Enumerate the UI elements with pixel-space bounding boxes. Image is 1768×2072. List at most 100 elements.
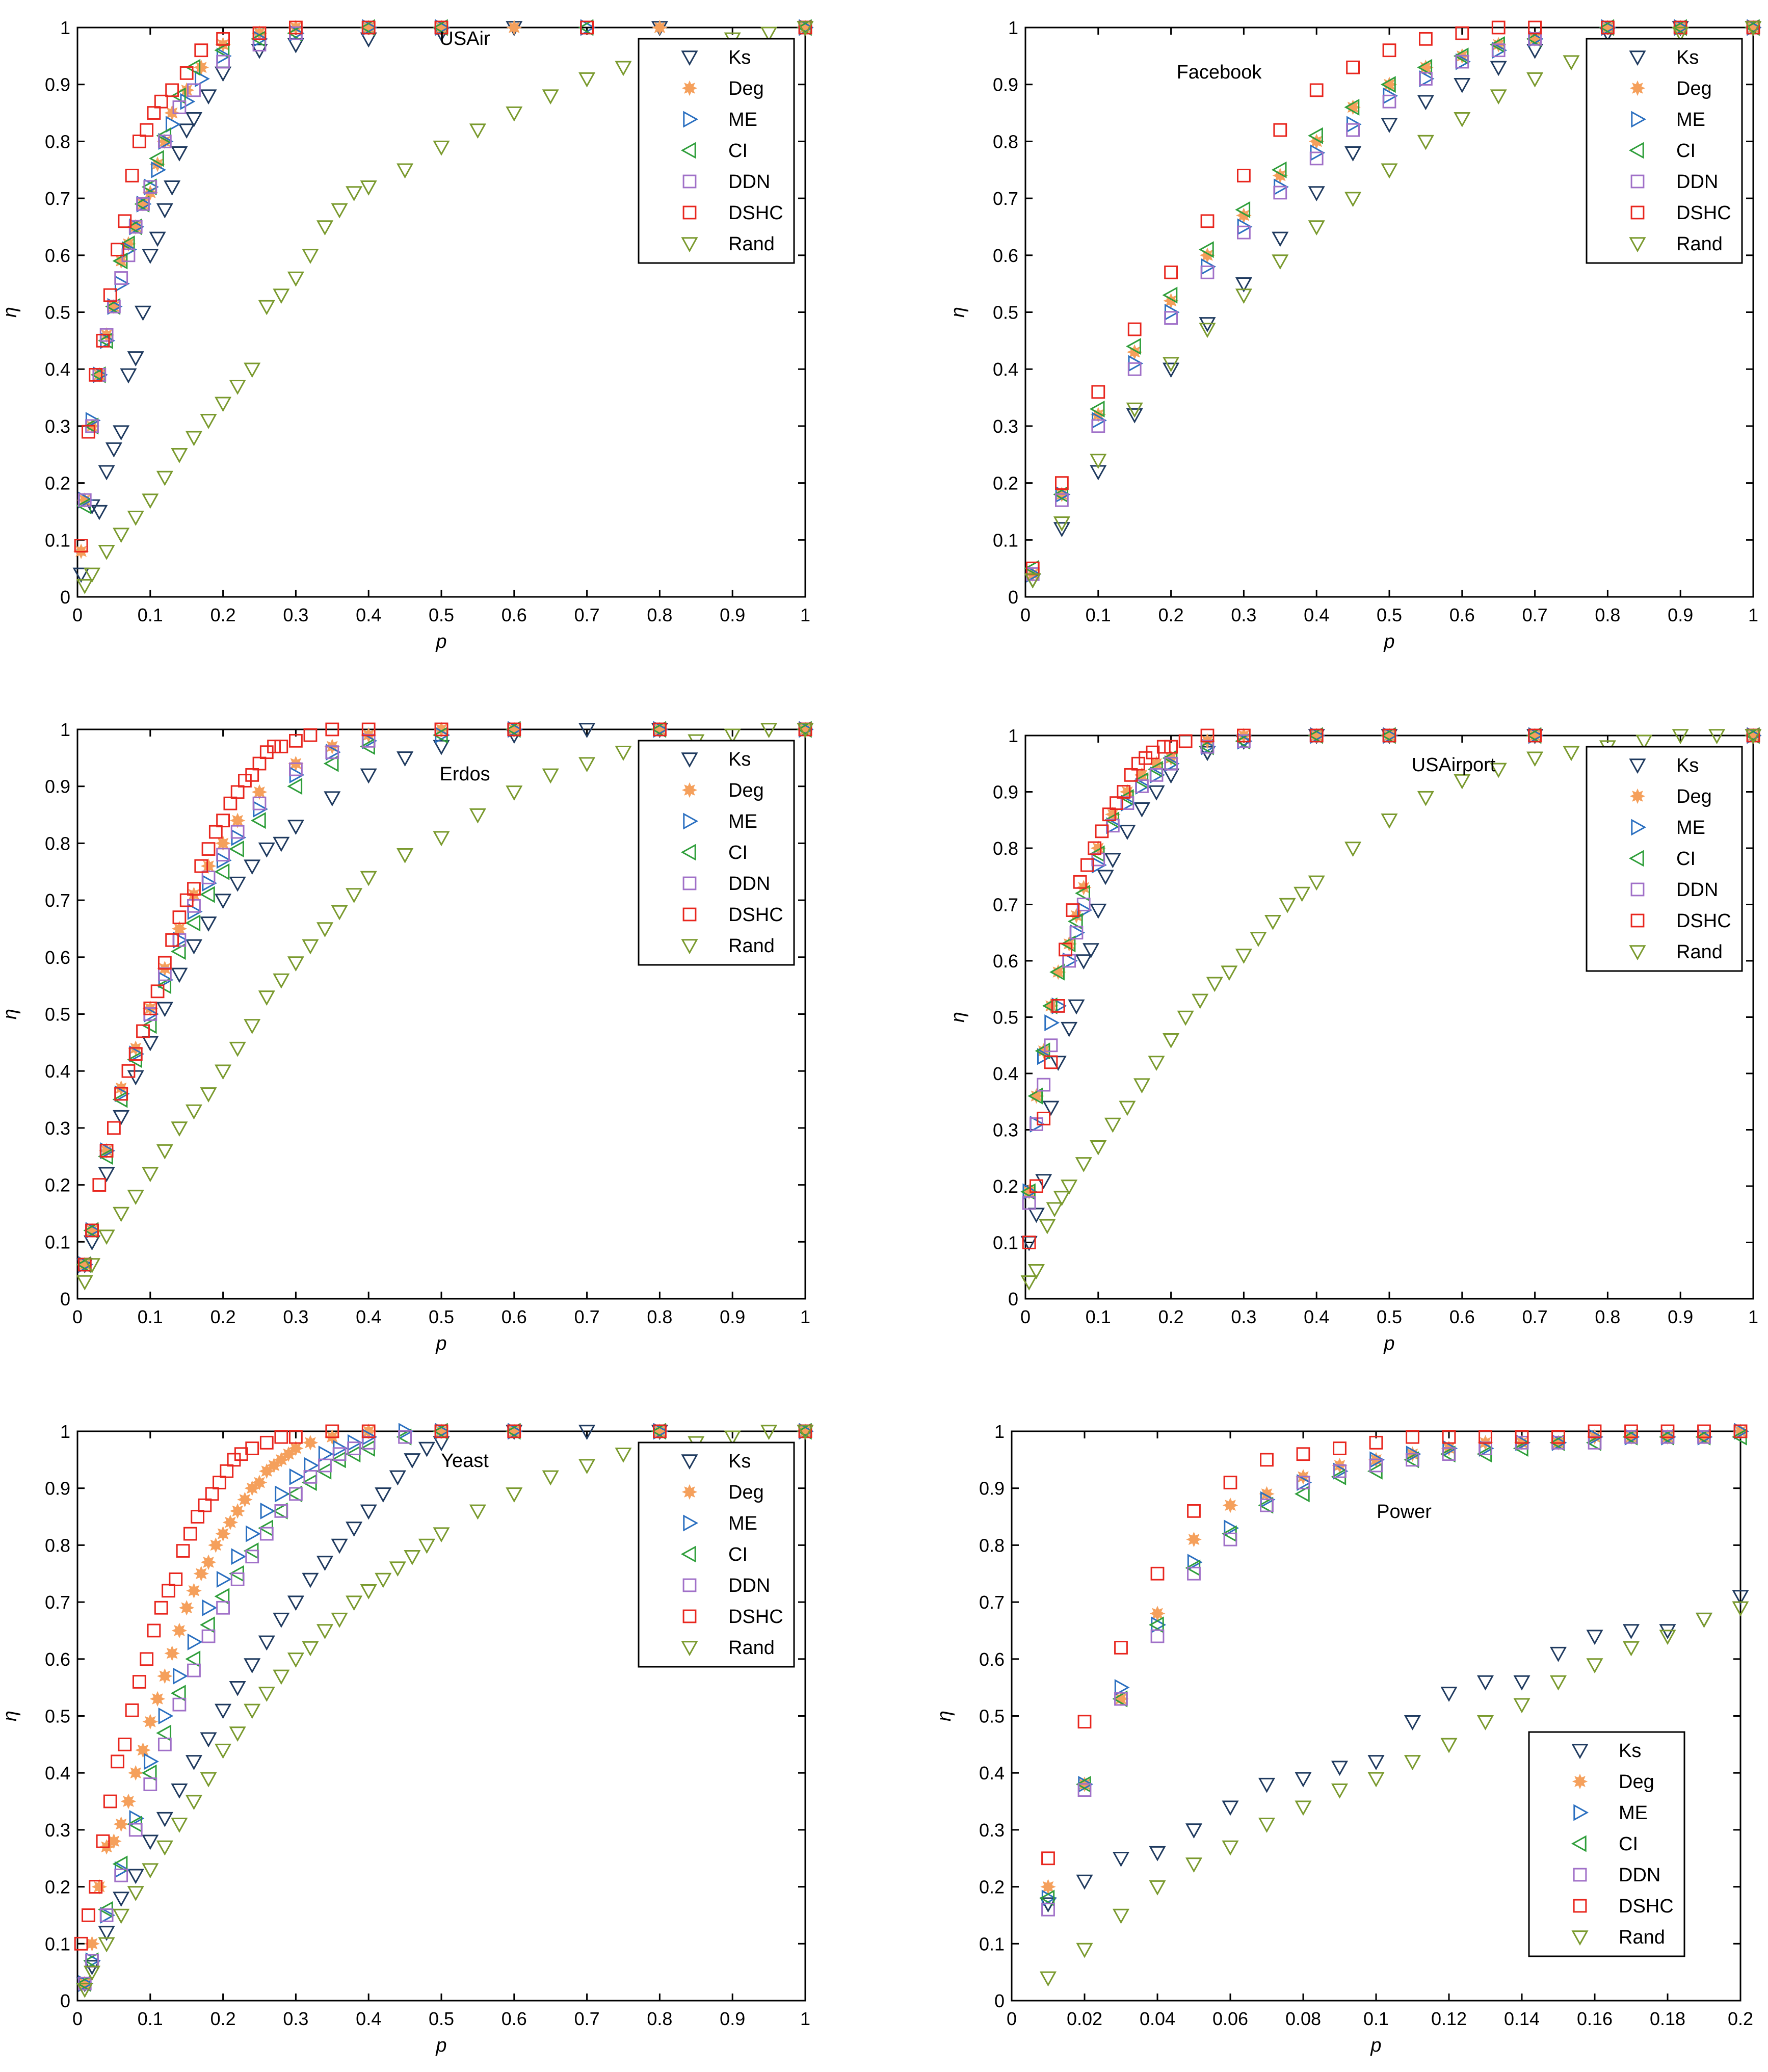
data-point-ci [1198,241,1214,258]
data-point-ddn [332,1447,347,1461]
data-point-ks [1163,362,1180,378]
legend-label-ddn: DDN [728,1575,770,1596]
legend-marker-dshc [1573,1899,1587,1913]
data-point-dshc [125,169,139,182]
chart-title: Yeast [441,1450,489,1472]
data-point-ci [1039,1890,1055,1907]
y-tick-label: 0 [994,1990,1005,2011]
data-point-dshc [165,933,179,947]
data-point-dshc [1479,1430,1492,1444]
legend-label-ks: Ks [728,47,751,68]
legend-label-rand: Rand [728,233,775,255]
x-tick-label: 0.2 [210,605,236,625]
y-tick-label: 0.3 [993,416,1018,437]
y-tick-label: 1 [60,17,70,38]
data-point-ddn [1406,1453,1419,1467]
data-point-me [318,1446,334,1463]
x-tick-label: 0.2 [1158,1306,1184,1327]
data-point-rand [1526,72,1544,88]
y-tick-label: 1 [1008,725,1018,746]
x-tick-label: 0.1 [138,2008,163,2029]
data-point-rand [273,1669,290,1685]
legend-label-deg: Deg [728,78,764,99]
data-point-rand [1440,1738,1458,1753]
data-point-ks [287,820,304,835]
data-point-ddn [1260,1498,1274,1512]
data-point-dshc [132,135,146,148]
data-point-me [202,1599,218,1616]
data-point-rand [1090,454,1107,469]
data-point-ddn [216,848,230,862]
x-tick-label: 0.1 [138,1306,163,1327]
data-point-deg [1527,727,1543,744]
data-point-dshc [1296,1447,1310,1461]
data-point-rand [542,768,559,784]
x-tick-label: 0 [72,605,83,625]
data-point-me [1187,1554,1203,1571]
data-point-rand [346,186,363,202]
data-point-ks [418,1441,435,1457]
y-tick-label: 0.7 [979,1592,1005,1613]
data-point-ks [72,567,90,583]
data-point-ci [287,778,303,795]
data-point-ks [185,939,203,955]
data-point-rand [1020,1275,1038,1291]
data-point-rand [397,163,414,179]
data-point-rand [316,922,334,938]
data-point-deg [1021,1184,1037,1200]
data-point-ddn [1455,55,1469,69]
data-point-rand [469,123,486,139]
data-point-ddn [157,1737,172,1751]
data-point-rand [1454,774,1471,790]
legend: Ks Deg ME CI DDN DSHC Rand [638,38,795,264]
data-point-rand [433,831,450,847]
x-tick-label: 0.06 [1212,2008,1248,2029]
data-point-ks [171,967,188,983]
data-point-dshc [208,825,223,839]
y-tick-label: 0.3 [45,1118,70,1139]
x-tick-label: 0.7 [574,2008,600,2029]
chart-title: USAirport [1412,754,1496,776]
data-point-dshc [103,1794,117,1808]
data-point-dshc [216,814,230,828]
legend-marker-ci [1628,142,1644,159]
data-point-rand [244,1703,261,1719]
y-tick-label: 0.2 [979,1877,1005,1898]
data-point-rand [1308,220,1325,236]
legend-marker-ddn [1630,174,1645,189]
x-axis-label: p [435,1333,446,1354]
data-point-dshc [103,288,117,302]
y-tick-label: 0.7 [45,188,70,209]
y-axis-label: η [947,307,969,318]
x-tick-label: 0.3 [1231,605,1256,625]
legend: Ks Deg ME CI DDN DSHC Rand [1586,38,1743,264]
data-point-deg [302,1435,319,1451]
data-point-deg [113,1816,129,1832]
x-tick-label: 0.7 [1522,605,1548,625]
data-point-deg [106,299,122,314]
legend-marker-ci [680,1545,696,1563]
data-point-dshc [274,740,288,753]
data-point-rand [506,785,523,801]
data-point-rand [76,1982,93,1998]
data-point-rand [287,271,304,287]
data-point-deg [1600,19,1616,36]
data-point-ks [1049,1056,1067,1071]
data-point-me [289,1468,305,1485]
data-point-dshc [1273,123,1287,137]
data-point-ddn [1309,151,1324,166]
data-point-ddn [1120,796,1134,810]
x-tick-label: 1 [800,2008,810,2029]
y-tick-label: 0.9 [45,74,70,95]
data-point-ddn [128,1823,143,1837]
data-point-ks [98,465,115,481]
x-tick-label: 0.9 [720,2008,745,2029]
legend-label-dshc: DSHC [728,904,783,926]
y-axis-label: η [947,1012,969,1022]
data-point-ci [1308,127,1323,144]
data-point-deg [91,1879,108,1895]
data-point-rand [244,1019,261,1034]
legend-label-ci: CI [728,842,748,863]
data-point-dshc [85,1223,99,1238]
data-point-rand [360,871,377,886]
